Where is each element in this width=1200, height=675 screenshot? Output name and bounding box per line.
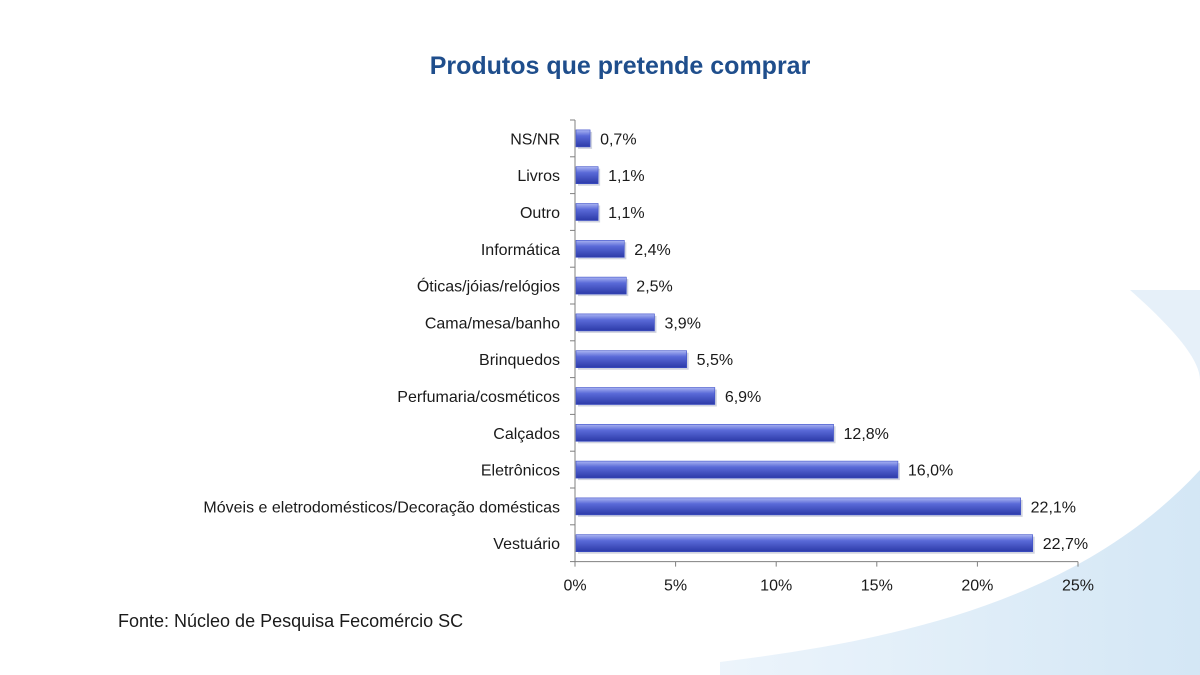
value-label: 3,9% [664, 315, 700, 332]
category-label: Calçados [493, 426, 560, 443]
category-label: NS/NR [510, 131, 560, 148]
bar [575, 240, 625, 258]
value-label: 2,5% [636, 279, 672, 296]
category-label: Cama/mesa/banho [425, 315, 560, 332]
bar [575, 350, 687, 369]
value-label: 22,1% [1031, 499, 1076, 516]
x-tick-label: 10% [760, 578, 792, 595]
background-swoosh-upper [1130, 290, 1200, 380]
category-label: Vestuário [493, 536, 560, 553]
category-label: Móveis e eletrodomésticos/Decoração domé… [203, 499, 560, 516]
bar [575, 423, 834, 442]
value-label: 12,8% [844, 426, 889, 443]
bar [575, 276, 627, 295]
value-label: 1,1% [608, 168, 644, 185]
category-label: Óticas/jóias/relógios [417, 277, 560, 296]
category-label: Livros [517, 168, 560, 185]
source-note: Fonte: Núcleo de Pesquisa Fecomércio SC [118, 611, 464, 631]
category-label: Perfumaria/cosméticos [397, 389, 560, 406]
bar [575, 129, 591, 148]
x-tick-label: 0% [563, 578, 586, 595]
bar [575, 460, 899, 479]
value-label: 22,7% [1043, 536, 1088, 553]
plot-area: NS/NR 0,7% Livros 1,1% Outro 1,1% Informática 2… [203, 119, 1094, 595]
bar [575, 497, 1021, 516]
category-label: Eletrônicos [481, 463, 560, 480]
value-label: 2,4% [634, 242, 670, 259]
x-tick-label: 5% [664, 578, 687, 595]
category-label: Brinquedos [479, 352, 560, 369]
value-label: 5,5% [697, 352, 733, 369]
chart-title: Produtos que pretende comprar [429, 52, 811, 80]
category-label: Informática [481, 242, 560, 259]
background-swoosh [720, 470, 1200, 675]
value-label: 1,1% [608, 205, 644, 222]
value-label: 6,9% [725, 389, 761, 406]
bar [575, 313, 655, 332]
x-tick-label: 15% [861, 578, 893, 595]
bar [575, 166, 599, 184]
x-tick-label: 25% [1062, 578, 1094, 595]
value-label: 0,7% [600, 131, 636, 148]
bar [575, 387, 716, 405]
bar [575, 203, 599, 221]
value-label: 16,0% [908, 463, 953, 480]
category-label: Outro [520, 205, 560, 222]
x-tick-label: 20% [961, 578, 993, 595]
bar [575, 534, 1034, 553]
